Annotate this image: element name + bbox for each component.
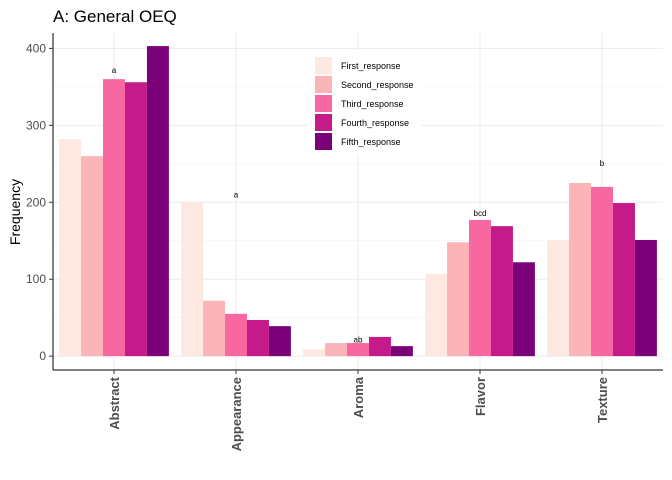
legend-key	[315, 76, 332, 93]
legend-label: First_response	[341, 61, 401, 71]
annotation-label: a	[112, 66, 117, 75]
annotation-label: b	[600, 159, 605, 168]
legend-key	[315, 95, 332, 112]
bar	[124, 82, 147, 357]
bar	[325, 343, 348, 357]
bar	[181, 201, 204, 357]
legend-label: Fourth_response	[341, 118, 409, 128]
annotation-label: bcd	[474, 209, 487, 218]
bars	[59, 46, 657, 357]
chart-title: A: General OEQ	[53, 7, 177, 26]
x-tick-label: Texture	[595, 377, 610, 423]
legend-key	[315, 133, 332, 150]
legend-label: Fifth_response	[341, 137, 401, 147]
bar	[203, 300, 226, 357]
bar	[81, 156, 104, 357]
bar	[512, 262, 535, 357]
bar	[368, 336, 391, 357]
legend-label: Second_response	[341, 80, 414, 90]
annotation-label: ab	[354, 335, 363, 344]
bar	[268, 326, 291, 357]
bar	[547, 239, 570, 357]
bar	[390, 346, 413, 357]
bar	[59, 139, 82, 357]
y-tick-label: 100	[26, 272, 46, 286]
bar	[447, 242, 470, 357]
legend: First_response Second_response Third_respo…	[308, 50, 421, 154]
x-tick-label: Abstract	[107, 376, 122, 429]
bar	[425, 273, 448, 357]
axes: 0 100 200 300 400 Abstract Appearance Aroma Flav…	[26, 33, 663, 451]
y-tick-label: 400	[26, 41, 46, 55]
x-tick-label: Aroma	[351, 376, 366, 418]
bar	[634, 239, 657, 357]
bar	[103, 79, 125, 357]
y-tick-label: 300	[26, 118, 46, 132]
bar	[347, 343, 369, 357]
bar	[146, 46, 169, 357]
bar	[569, 183, 592, 357]
bar	[246, 319, 269, 357]
bar	[591, 186, 613, 357]
legend-key	[315, 114, 332, 131]
bar	[490, 226, 513, 357]
y-tick-label: 200	[26, 195, 46, 209]
y-tick-label: 0	[39, 349, 46, 363]
annotation-label: a	[234, 191, 239, 200]
x-tick-label: Flavor	[473, 377, 488, 416]
x-tick-label: Appearance	[229, 377, 244, 451]
bar	[612, 203, 635, 357]
bar	[303, 349, 326, 357]
legend-label: Third_response	[341, 99, 404, 109]
bar	[225, 313, 247, 357]
legend-key	[315, 57, 332, 74]
annotations: a a ab bcd b	[112, 66, 605, 344]
bar	[469, 219, 491, 357]
y-axis-label: Frequency	[7, 179, 23, 245]
